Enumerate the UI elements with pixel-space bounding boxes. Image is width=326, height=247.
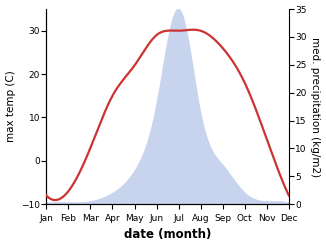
Y-axis label: max temp (C): max temp (C): [6, 71, 16, 143]
Y-axis label: med. precipitation (kg/m2): med. precipitation (kg/m2): [310, 37, 320, 177]
X-axis label: date (month): date (month): [124, 228, 211, 242]
